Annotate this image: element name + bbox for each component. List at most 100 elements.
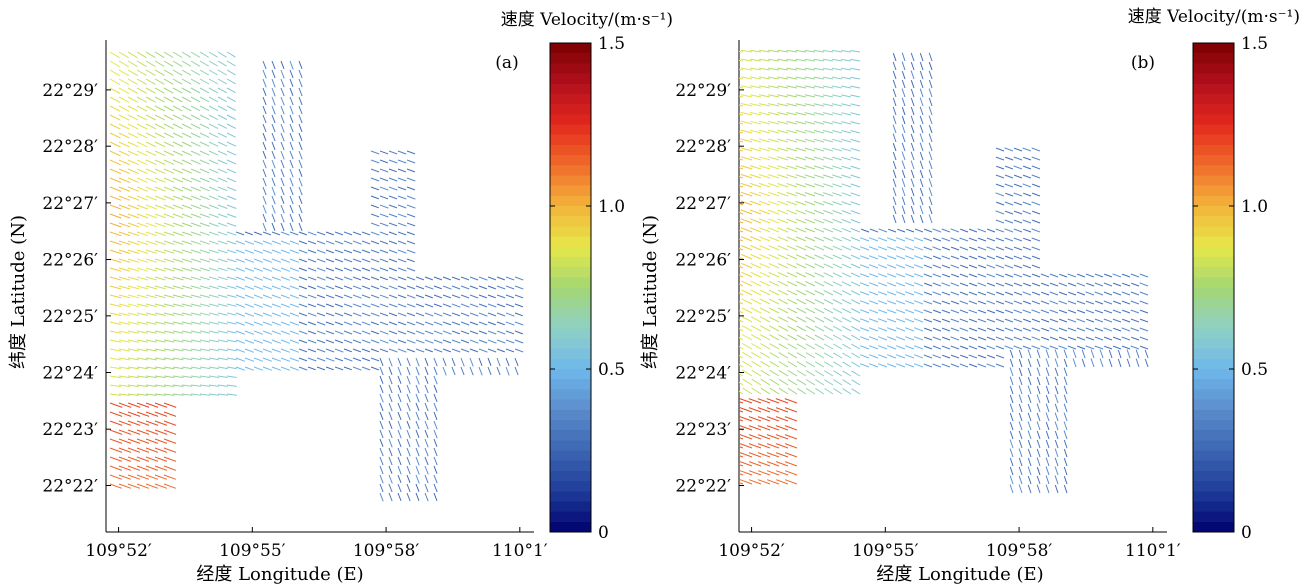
velocity-arrow [371,151,379,154]
velocity-arrow [806,388,815,394]
velocity-arrow [1082,350,1085,358]
velocity-arrow [1086,319,1094,322]
velocity-arrow [398,268,406,271]
velocity-arrow [443,304,451,307]
velocity-arrow [182,277,192,280]
velocity-arrow [850,113,860,115]
velocity-arrow [506,358,509,366]
velocity-arrow [110,160,121,165]
velocity-arrow [218,331,228,333]
velocity-arrow [1091,359,1094,367]
velocity-arrow [227,214,236,217]
velocity-arrow [209,88,218,93]
velocity-arrow [371,259,379,262]
velocity-arrow [209,286,219,289]
velocity-arrow [929,143,932,151]
velocity-arrow [398,223,406,226]
velocity-arrow [969,355,977,358]
velocity-arrow [146,160,156,165]
velocity-arrow [1019,413,1022,421]
velocity-arrow [788,317,798,322]
velocity-arrow [887,337,896,340]
velocity-arrow [942,247,950,250]
velocity-arrow [425,412,428,420]
velocity-arrow [1055,350,1058,359]
velocity-arrow [299,196,302,204]
velocity-arrow [1019,458,1022,466]
velocity-arrow [218,349,228,351]
velocity-arrow [227,124,236,128]
velocity-arrow [335,268,343,271]
velocity-arrow [371,232,379,235]
velocity-arrow [119,79,129,85]
velocity-arrow [911,134,914,142]
velocity-arrow [398,313,406,316]
velocity-arrow [1028,395,1031,403]
velocity-arrow [299,331,307,334]
velocity-arrow [769,290,779,295]
velocity-arrow [806,344,815,349]
velocity-arrow [1068,328,1076,331]
velocity-arrow [851,237,860,241]
velocity-arrow [497,313,505,316]
velocity-arrow [878,346,887,349]
velocity-arrow [227,97,236,102]
velocity-arrow [987,310,995,313]
velocity-arrow [146,133,156,138]
velocity-arrow [191,340,201,342]
velocity-arrow [905,337,914,340]
velocity-arrow [805,246,815,250]
velocity-arrow [942,238,950,241]
velocity-arrow [182,169,192,173]
velocity-arrow [389,160,397,163]
velocity-arrow [1032,319,1040,322]
velocity-arrow [733,317,743,322]
velocity-arrow [806,335,815,340]
velocity-arrow [137,178,148,182]
velocity-arrow [272,151,275,159]
velocity-arrow [869,310,878,313]
velocity-arrow [1046,449,1049,457]
velocity-arrow [960,301,968,304]
velocity-arrow [850,104,860,106]
velocity-arrow [969,346,977,349]
velocity-arrow [815,299,824,304]
velocity-arrow [479,322,487,325]
velocity-arrow [1028,485,1031,493]
velocity-arrow [146,97,156,102]
velocity-arrow [263,367,272,370]
velocity-arrow [987,229,995,232]
velocity-arrow [434,313,442,316]
velocity-arrow [443,313,451,316]
y-tick-label: 22°23′ [675,420,731,440]
velocity-arrow [806,317,815,322]
velocity-arrow [902,170,905,178]
velocity-arrow [488,331,496,334]
velocity-arrow [1023,283,1031,286]
velocity-arrow [128,88,138,93]
velocity-arrow [110,79,120,85]
velocity-arrow [182,178,192,182]
velocity-arrow [878,283,887,286]
velocity-arrow [929,98,932,106]
velocity-arrow [191,70,200,75]
velocity-arrow [924,256,932,259]
velocity-arrow [769,272,779,277]
velocity-arrow [1005,256,1013,259]
velocity-arrow [1005,292,1013,295]
velocity-arrow [173,124,183,129]
velocity-arrow [787,210,797,214]
velocity-arrow [452,304,460,307]
velocity-arrow [317,322,325,325]
velocity-arrow [824,335,833,340]
velocity-arrow [326,349,334,352]
velocity-arrow [434,466,437,474]
velocity-arrow [824,264,833,268]
velocity-arrow [299,241,307,244]
velocity-arrow [290,277,299,280]
velocity-arrow [987,283,995,286]
velocity-arrow [887,319,896,322]
velocity-arrow [769,326,779,331]
velocity-arrow [191,286,201,289]
velocity-arrow [398,259,406,262]
